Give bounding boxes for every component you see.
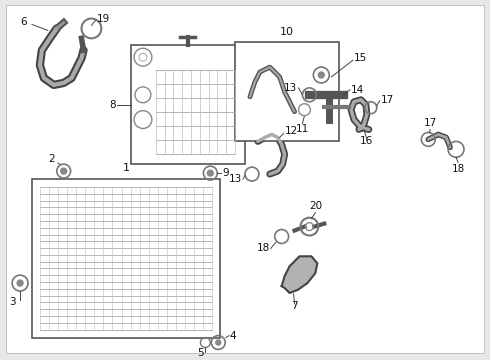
Text: 17: 17 — [381, 95, 394, 105]
Text: 3: 3 — [9, 297, 16, 307]
Bar — [131, 45, 245, 164]
Text: 8: 8 — [110, 100, 116, 110]
Circle shape — [216, 340, 220, 345]
Text: 10: 10 — [280, 27, 294, 37]
Text: 5: 5 — [197, 348, 204, 359]
Text: 12: 12 — [285, 126, 298, 136]
Text: 6: 6 — [21, 18, 27, 27]
Circle shape — [207, 170, 213, 176]
Text: 17: 17 — [424, 117, 437, 127]
Polygon shape — [282, 256, 318, 293]
Text: 19: 19 — [97, 14, 110, 23]
Text: 16: 16 — [360, 136, 373, 147]
Text: 13: 13 — [228, 174, 242, 184]
Text: 15: 15 — [354, 53, 367, 63]
Text: 1: 1 — [122, 163, 129, 173]
Circle shape — [318, 72, 324, 78]
Text: 7: 7 — [291, 301, 298, 311]
Text: 4: 4 — [230, 330, 236, 341]
Text: 9: 9 — [222, 168, 229, 178]
Text: 2: 2 — [49, 154, 55, 164]
Bar — [32, 179, 220, 338]
Circle shape — [17, 280, 23, 286]
Text: 13: 13 — [284, 83, 297, 93]
Text: 20: 20 — [309, 201, 322, 211]
Text: 18: 18 — [451, 164, 465, 174]
Text: 18: 18 — [257, 243, 270, 253]
Text: 14: 14 — [351, 85, 364, 95]
Circle shape — [61, 168, 67, 174]
Bar — [235, 42, 339, 141]
Text: 11: 11 — [296, 125, 309, 135]
